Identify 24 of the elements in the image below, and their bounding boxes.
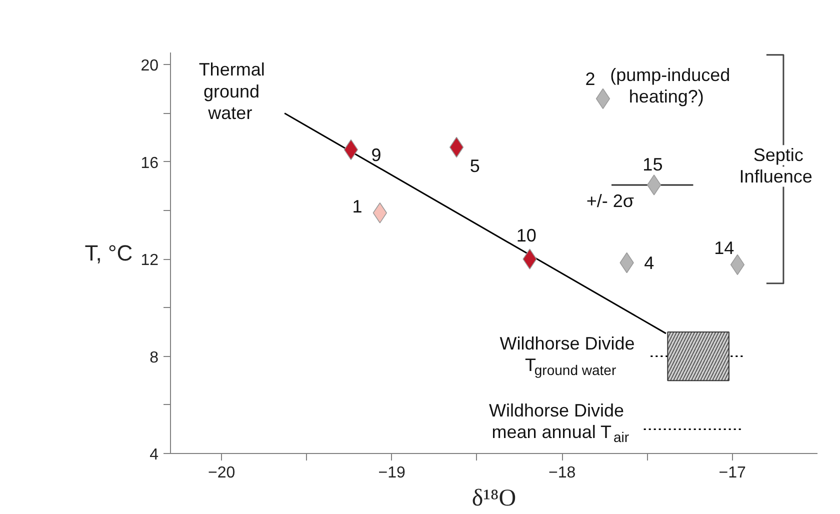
y-axis-title: T, °C	[84, 240, 133, 266]
annotation: 15	[642, 154, 663, 174]
y-tick-label: 8	[150, 349, 159, 366]
y-tick-label: 4	[150, 446, 159, 464]
annotation: 5	[470, 156, 480, 176]
x-tick-label: −18	[548, 464, 576, 482]
series-label: Thermal ground water	[198, 60, 265, 123]
series-label: Septic Influence	[739, 145, 812, 187]
y-tick-label: 12	[140, 252, 159, 270]
x-tick-label: −19	[378, 464, 406, 482]
y-tick-label: 20	[140, 58, 159, 75]
annotation: 10	[516, 226, 536, 246]
y-tick-label: 16	[140, 154, 159, 172]
annotation: +/- 2σ	[586, 190, 634, 211]
x-tick-label: −20	[208, 464, 236, 482]
annotation: 14	[714, 238, 734, 258]
x-tick-label: −17	[718, 464, 746, 482]
point	[646, 174, 662, 196]
annotation: (pump-induced heating?)	[610, 64, 730, 106]
annotation: 4	[644, 253, 654, 274]
annotation: 1	[352, 196, 362, 216]
annotation: 2	[585, 69, 596, 90]
annotation: 9	[371, 145, 382, 166]
x-axis-title: δ¹⁸O	[472, 486, 516, 512]
